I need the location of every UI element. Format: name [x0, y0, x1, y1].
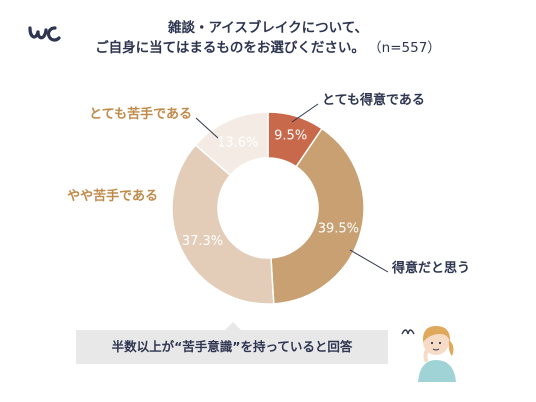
slice-value-label-1: 9.5%	[274, 128, 307, 143]
slice-category-label-3: やや苦手である	[67, 188, 158, 204]
title-question: ご自身に当てはまるものをお選びください。	[95, 40, 365, 56]
title-line-1: 雑談・アイスブレイクについて、	[167, 20, 369, 36]
slice-value-label-3: 37.3%	[182, 234, 223, 249]
slice-value-label-2: 39.5%	[318, 221, 359, 236]
brand-logo-icon	[28, 26, 61, 42]
callout-pointer	[224, 322, 242, 331]
leader-line-4	[195, 117, 219, 139]
slice-category-label-4: とても苦手である	[89, 106, 192, 122]
slice-value-label-4: 13.6%	[217, 136, 258, 151]
slice-category-label-1: とても得意である	[322, 92, 425, 108]
donut-slice-4	[194, 111, 269, 177]
callout-summary: 半数以上が“苦手意識”を持っていると回答	[76, 330, 388, 364]
slice-category-label-2: 得意だと思う	[391, 260, 470, 276]
chart-title: 雑談・アイスブレイクについて、 ご自身に当てはまるものをお選びください。 （n=5…	[0, 18, 536, 58]
donut-slice-2	[270, 127, 365, 305]
title-line-2: ご自身に当てはまるものをお選びください。 （n=557）	[0, 38, 536, 58]
leader-line-1	[291, 103, 319, 123]
leader-line-2	[349, 249, 389, 273]
thinking-person-icon	[401, 326, 456, 382]
donut-slice-3	[171, 143, 275, 305]
sample-size: （n=557）	[374, 40, 441, 56]
